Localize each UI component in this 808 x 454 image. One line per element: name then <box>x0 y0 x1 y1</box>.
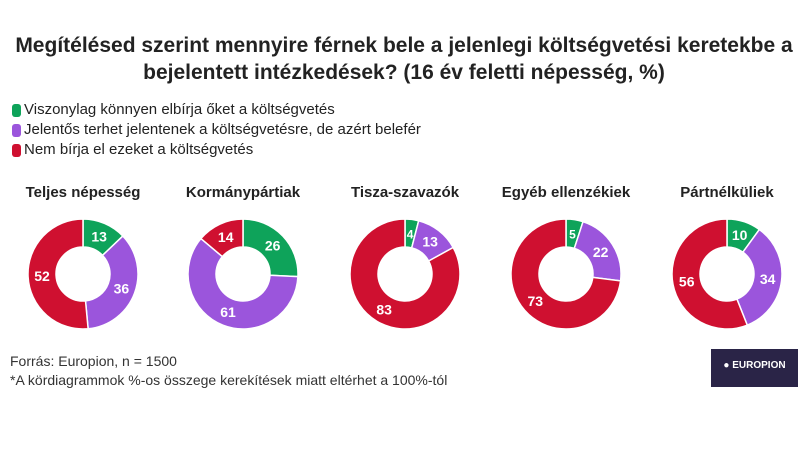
note-text: *A kördiagrammok %-os összege kerekítése… <box>10 372 448 388</box>
data-label: 10 <box>732 227 748 243</box>
donut-title: Pártnélküliek <box>680 184 774 201</box>
donut-title: Kormánypártiak <box>185 184 301 201</box>
legend-item: Jelentős terhet jelentenek a költségveté… <box>12 120 421 140</box>
source-text: Forrás: Europion, n = 1500 <box>10 353 177 369</box>
donut-title: Egyéb ellenzékiek <box>501 184 631 201</box>
legend-item: Viszonylag könnyen elbírja őket a költsé… <box>12 100 421 120</box>
legend-item: Nem bírja el ezeket a költségvetés <box>12 140 421 160</box>
data-label: 14 <box>218 229 234 245</box>
donut-slice <box>671 218 749 330</box>
donut-slice <box>510 218 622 330</box>
legend-label: Nem bírja el ezeket a költségvetés <box>24 141 254 158</box>
donut-slice <box>27 218 89 330</box>
donut-title: Tisza-szavazók <box>350 184 460 201</box>
legend-swatch <box>12 143 21 157</box>
data-label: 73 <box>527 293 543 309</box>
legend-label: Viszonylag könnyen elbírja őket a költsé… <box>24 101 335 118</box>
donut-slice <box>349 218 461 330</box>
donut-slice <box>187 237 299 330</box>
legend-swatch <box>12 103 21 117</box>
data-label: 83 <box>376 301 392 317</box>
data-label: 36 <box>114 280 130 296</box>
chart-title: Megítélésed szerint mennyire férnek bele… <box>15 34 793 84</box>
data-label: 13 <box>422 234 438 250</box>
donut-slice <box>735 228 783 327</box>
footer: Forrás: Europion, n = 1500 *A kördiagram… <box>10 352 447 390</box>
data-label: 34 <box>760 271 776 287</box>
data-label: 61 <box>220 304 236 320</box>
data-label: 26 <box>265 238 281 254</box>
data-label: 56 <box>679 274 695 290</box>
legend-label: Jelentős terhet jelentenek a költségveté… <box>24 121 421 138</box>
data-label: 52 <box>34 268 50 284</box>
donut-title: Teljes népesség <box>25 184 141 201</box>
data-label: 4 <box>407 227 414 241</box>
data-label: 13 <box>91 228 107 244</box>
donut-slice <box>199 218 244 258</box>
donut-slice <box>84 234 139 330</box>
legend: Viszonylag könnyen elbírja őket a költsé… <box>12 100 421 160</box>
legend-swatch <box>12 123 21 137</box>
europion-logo: ● EUROPION <box>711 349 798 387</box>
data-label: 22 <box>593 244 609 260</box>
data-label: 5 <box>569 228 576 242</box>
